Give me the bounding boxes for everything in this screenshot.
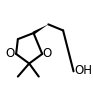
Text: OH: OH: [74, 64, 92, 77]
Polygon shape: [33, 24, 48, 34]
Text: O: O: [43, 47, 52, 60]
Text: O: O: [5, 47, 15, 60]
